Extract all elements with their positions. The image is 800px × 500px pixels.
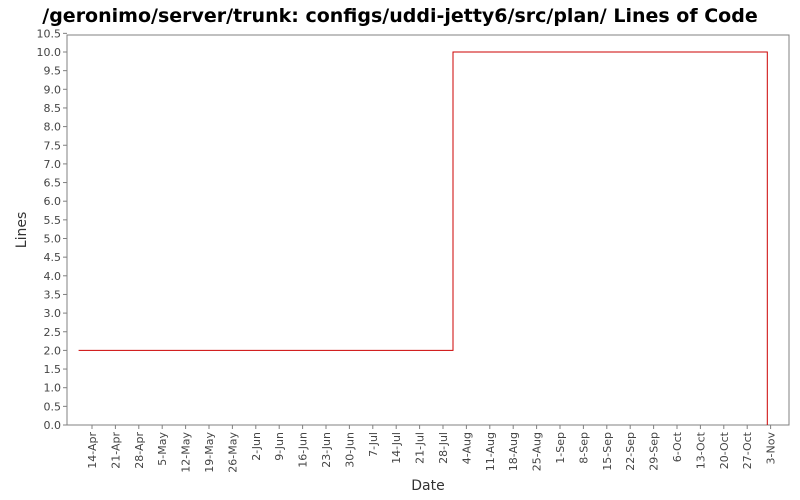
- y-tick-label: 9.0: [44, 83, 62, 96]
- y-tick-label: 8.0: [44, 121, 62, 134]
- x-tick-label: 28-Jul: [437, 432, 450, 464]
- x-tick-label: 15-Sep: [601, 432, 614, 471]
- x-tick-label: 27-Oct: [741, 431, 754, 469]
- y-tick-label: 6.5: [44, 177, 62, 190]
- x-tick-label: 21-Jul: [414, 432, 427, 464]
- y-tick-label: 10.5: [37, 27, 62, 40]
- x-tick-label: 6-Oct: [671, 431, 684, 462]
- y-tick-label: 8.5: [44, 102, 62, 115]
- y-tick-label: 7.0: [44, 158, 62, 171]
- y-tick-label: 2.0: [44, 344, 62, 357]
- series-group: [78, 51, 768, 425]
- x-tick-label: 2-Jun: [250, 432, 263, 461]
- y-tick-label: 5.0: [44, 233, 62, 246]
- y-tick-label: 10.0: [37, 46, 62, 59]
- x-tick-label: 13-Oct: [694, 431, 707, 469]
- x-tick-label: 9-Jun: [273, 432, 286, 461]
- x-tick-label: 5-May: [156, 432, 169, 466]
- x-tick-label: 16-Jun: [297, 432, 310, 468]
- y-axis-label: Lines: [14, 212, 30, 248]
- y-axis: 0.0 0.5 1.0 1.5 2.0 2.5 3.0 3.5 4.0 4.5 5.0 5.5 6.0 6…: [37, 27, 67, 432]
- y-tick-label: 1.0: [44, 382, 62, 395]
- x-tick-label: 8-Sep: [577, 432, 590, 464]
- y-tick-label: 5.5: [44, 214, 62, 227]
- y-tick-label: 9.5: [44, 65, 62, 78]
- x-tick-label: 3-Nov: [765, 432, 778, 465]
- y-tick-label: 1.5: [44, 363, 62, 376]
- x-tick-label: 18-Aug: [507, 432, 520, 471]
- y-tick-label: 3.0: [44, 307, 62, 320]
- x-tick-label: 19-May: [203, 432, 216, 473]
- y-tick-label: 4.0: [44, 270, 62, 283]
- x-tick-label: 26-May: [226, 432, 239, 473]
- y-tick-label: 4.5: [44, 251, 62, 264]
- x-axis: 14-Apr 21-Apr 28-Apr 5-May 12-May 19-May 26-Ma…: [86, 425, 778, 473]
- x-tick-label: 23-Jun: [320, 432, 333, 468]
- y-tick-label: 0.5: [44, 400, 62, 413]
- x-tick-label: 14-Apr: [86, 432, 99, 469]
- x-tick-label: 1-Sep: [554, 432, 567, 464]
- x-tick-label: 25-Aug: [531, 432, 544, 471]
- x-tick-label: 4-Aug: [460, 432, 473, 464]
- x-tick-label: 7-Jul: [367, 432, 380, 457]
- x-tick-label: 20-Oct: [718, 431, 731, 469]
- x-tick-label: 28-Apr: [133, 432, 146, 469]
- x-tick-label: 22-Sep: [624, 432, 637, 471]
- y-tick-label: 6.0: [44, 195, 62, 208]
- y-tick-label: 2.5: [44, 326, 62, 339]
- chart-title: /geronimo/server/trunk: configs/uddi-jet…: [42, 5, 757, 27]
- x-tick-label: 11-Aug: [484, 432, 497, 471]
- x-tick-label: 30-Jun: [343, 432, 356, 468]
- plot-area: [66, 34, 790, 426]
- x-tick-label: 14-Jul: [390, 432, 403, 464]
- y-tick-label: 7.5: [44, 139, 62, 152]
- x-tick-label: 29-Sep: [648, 432, 661, 471]
- x-axis-label: Date: [411, 478, 444, 494]
- series-line: [78, 51, 768, 425]
- x-tick-label: 12-May: [180, 432, 193, 473]
- y-tick-label: 3.5: [44, 288, 62, 301]
- y-tick-label: 0.0: [44, 419, 62, 432]
- x-tick-label: 21-Apr: [109, 432, 122, 469]
